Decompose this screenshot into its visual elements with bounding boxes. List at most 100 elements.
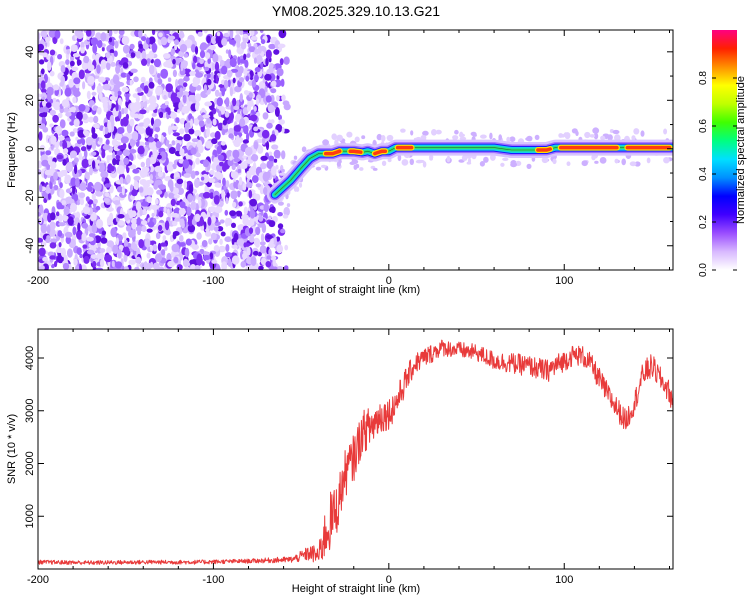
noise-speckle [178, 30, 185, 39]
noise-speckle [225, 49, 229, 54]
noise-speckle [163, 112, 167, 119]
noise-speckle [188, 184, 194, 194]
noise-speckle [62, 107, 70, 113]
noise-speckle [255, 242, 260, 248]
noise-speckle [94, 181, 102, 192]
noise-speckle [149, 64, 155, 75]
noise-speckle [117, 97, 123, 107]
noise-speckle [83, 149, 88, 159]
noise-speckle [244, 59, 249, 68]
noise-speckle [38, 43, 44, 51]
halo-speckle [592, 127, 600, 134]
noise-speckle [62, 262, 70, 270]
halo-speckle [452, 135, 459, 140]
noise-speckle [136, 86, 142, 93]
noise-speckle [195, 93, 202, 102]
noise-speckle [104, 254, 113, 263]
halo-speckle [435, 129, 442, 135]
noise-speckle [175, 117, 180, 124]
noise-speckle [40, 68, 45, 75]
noise-speckle [158, 32, 163, 38]
noise-speckle [245, 159, 254, 165]
snr-series-line [38, 339, 673, 566]
noise-speckle [210, 232, 217, 241]
noise-speckle [225, 252, 232, 258]
noise-speckle [244, 227, 251, 237]
noise-speckle [190, 200, 197, 211]
noise-speckle [219, 161, 224, 167]
noise-speckle [195, 102, 199, 112]
noise-speckle [123, 157, 130, 165]
noise-speckle [109, 49, 115, 54]
noise-speckle [194, 46, 199, 55]
noise-speckle [38, 160, 43, 169]
noise-speckle [260, 233, 265, 243]
noise-speckle [108, 30, 113, 37]
noise-speckle [253, 106, 257, 112]
noise-speckle [41, 241, 47, 247]
halo-speckle [663, 157, 670, 164]
noise-speckle [106, 62, 111, 71]
noise-speckle [222, 119, 228, 126]
noise-speckle [251, 154, 259, 162]
noise-speckle [212, 118, 217, 126]
noise-speckle [204, 66, 210, 72]
noise-speckle [199, 50, 206, 59]
noise-speckle [182, 94, 187, 104]
noise-speckle [141, 209, 148, 215]
noise-speckle [271, 144, 279, 150]
noise-speckle [117, 127, 125, 134]
halo-speckle [663, 128, 668, 135]
noise-speckle [115, 133, 123, 141]
snr-plot-area [38, 339, 673, 566]
noise-speckle [185, 99, 189, 104]
noise-speckle [66, 161, 73, 171]
noise-speckle [49, 255, 56, 260]
noise-speckle [152, 149, 158, 159]
noise-speckle [133, 76, 139, 83]
noise-speckle [238, 176, 243, 186]
noise-speckle [212, 53, 219, 63]
halo-speckle [461, 154, 468, 161]
noise-speckle [263, 202, 270, 213]
noise-speckle [221, 38, 228, 46]
halo-speckle [541, 156, 549, 164]
noise-speckle [283, 56, 290, 65]
noise-speckle [160, 104, 168, 109]
noise-speckle [38, 131, 43, 141]
noise-speckle [225, 217, 233, 226]
noise-speckle [165, 139, 169, 147]
snr-y-axis-label: SNR (10 * v/v) [6, 414, 18, 484]
noise-speckle [286, 203, 291, 208]
noise-speckle [46, 41, 50, 48]
noise-speckle [230, 171, 239, 179]
noise-speckle [220, 231, 226, 237]
noise-speckle [91, 160, 96, 170]
noise-speckle [56, 154, 64, 160]
noise-speckle [154, 118, 162, 128]
noise-speckle [218, 110, 222, 117]
noise-speckle [143, 85, 149, 94]
noise-speckle [248, 46, 256, 53]
noise-speckle [228, 133, 234, 139]
noise-speckle [141, 201, 149, 207]
spectrogram-y-tick-label: 0 [24, 146, 36, 152]
noise-speckle [171, 243, 180, 253]
noise-speckle [73, 118, 80, 127]
noise-speckle [241, 214, 249, 221]
noise-speckle [194, 264, 201, 270]
halo-speckle [552, 158, 557, 165]
halo-speckle [277, 201, 284, 206]
noise-speckle [100, 237, 108, 244]
noise-speckle [274, 107, 280, 117]
noise-speckle [49, 161, 57, 169]
noise-speckle [170, 125, 179, 130]
halo-speckle [349, 161, 356, 165]
noise-speckle [61, 99, 70, 108]
noise-speckle [41, 88, 47, 94]
noise-speckle [239, 93, 243, 102]
noise-speckle [50, 135, 57, 145]
noise-speckle [206, 117, 211, 124]
noise-speckle [137, 113, 144, 120]
noise-speckle [38, 212, 41, 217]
